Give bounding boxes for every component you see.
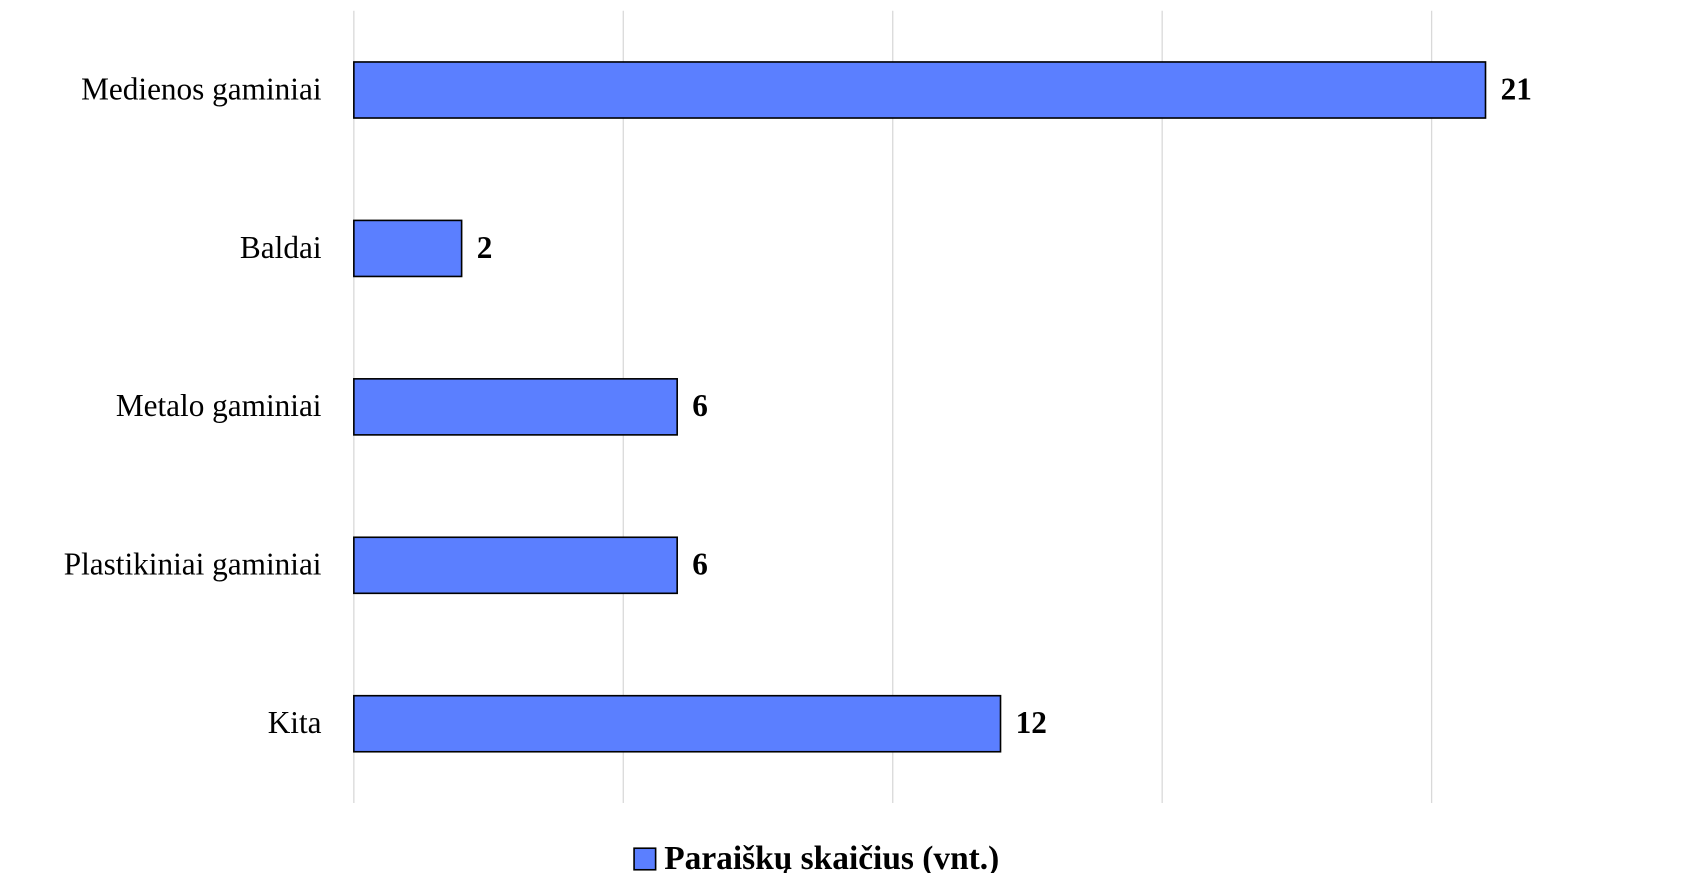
y-tick-label: Plastikiniai gaminiai — [64, 547, 322, 582]
bar — [353, 219, 463, 278]
y-tick-label: Metalo gaminiai — [116, 388, 322, 423]
data-label: 21 — [1501, 71, 1532, 106]
legend-swatch — [633, 847, 657, 871]
data-label: 6 — [692, 388, 708, 423]
bar — [353, 378, 678, 436]
bar — [353, 61, 1487, 119]
y-tick-label: Baldai — [240, 230, 322, 265]
y-tick-label: Medienos gaminiai — [81, 71, 322, 106]
data-label: 12 — [1016, 705, 1047, 740]
data-label: 2 — [477, 230, 493, 265]
y-tick-label: Kita — [268, 705, 322, 740]
bar — [353, 536, 678, 595]
data-label: 6 — [692, 547, 708, 582]
legend-label: Paraiškų skaičius (vnt.) — [664, 840, 999, 873]
bar — [353, 694, 1002, 753]
